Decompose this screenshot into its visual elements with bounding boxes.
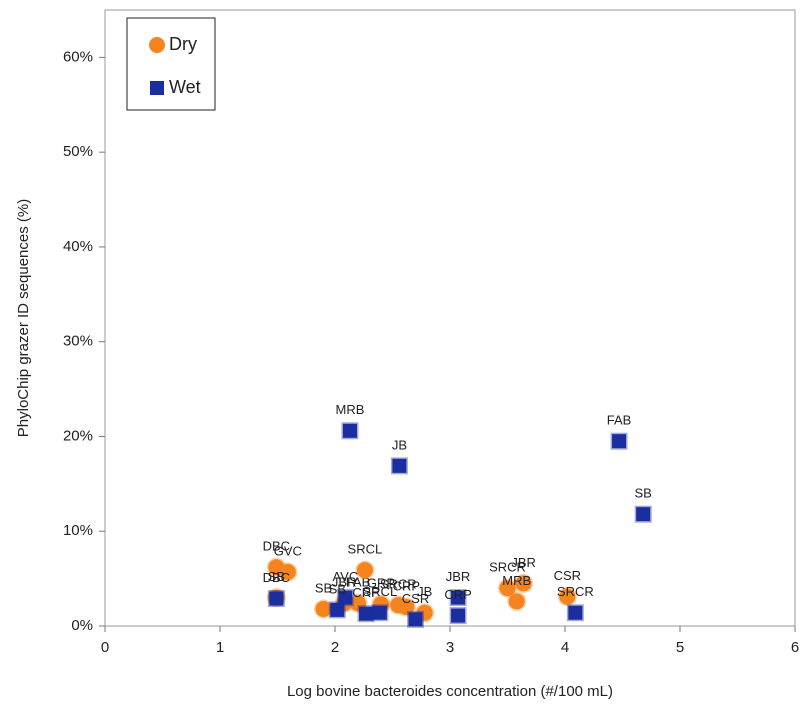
x-tick-label: 2 bbox=[331, 639, 339, 656]
y-tick-label: 20% bbox=[63, 427, 93, 444]
legend-label: Wet bbox=[169, 77, 201, 97]
point bbox=[566, 604, 584, 622]
point-label: GVC bbox=[274, 543, 302, 558]
point-label: JB bbox=[417, 584, 432, 599]
point bbox=[278, 562, 298, 582]
point-label: SB bbox=[635, 486, 652, 501]
x-tick-label: 6 bbox=[791, 639, 799, 656]
y-tick-label: 50% bbox=[63, 143, 93, 160]
x-axis-label: Log bovine bacteroides concentration (#/… bbox=[287, 683, 613, 700]
point-label: SRCL bbox=[348, 542, 383, 557]
point-label: SB bbox=[268, 569, 285, 584]
point-label: CSR bbox=[554, 568, 581, 583]
point bbox=[507, 591, 527, 611]
y-tick-label: 60% bbox=[63, 48, 93, 65]
x-tick-label: 4 bbox=[561, 639, 569, 656]
point bbox=[498, 578, 517, 598]
x-tick-label: 1 bbox=[216, 639, 224, 656]
point-label: DBC bbox=[263, 570, 290, 585]
point-label: FAB bbox=[346, 575, 371, 590]
point bbox=[449, 607, 467, 625]
point-label: CRP bbox=[444, 587, 471, 602]
legend-marker bbox=[149, 37, 165, 53]
point bbox=[407, 610, 424, 628]
point-label: SRCR bbox=[380, 577, 417, 592]
point-label: JB bbox=[392, 437, 407, 452]
y-tick-label: 40% bbox=[63, 238, 93, 255]
point-label: MRB bbox=[502, 573, 531, 588]
y-tick-label: 10% bbox=[63, 522, 93, 539]
point bbox=[557, 587, 577, 607]
x-tick-label: 3 bbox=[446, 639, 454, 656]
point-label: CRP bbox=[393, 578, 420, 593]
point bbox=[267, 590, 285, 608]
point-label: SB bbox=[329, 581, 346, 596]
x-tick-label: 5 bbox=[676, 639, 684, 656]
point-label: JBR bbox=[332, 575, 357, 590]
point-label: CRP bbox=[352, 585, 379, 600]
point-label: DBC bbox=[263, 539, 290, 554]
point-label: SRCR bbox=[557, 584, 594, 599]
legend-label: Dry bbox=[169, 34, 197, 54]
y-tick-label: 30% bbox=[63, 333, 93, 350]
point bbox=[328, 601, 346, 619]
point-label: CSR bbox=[402, 591, 429, 606]
y-tick-label: 0% bbox=[71, 617, 93, 634]
legend-box bbox=[126, 17, 216, 111]
point bbox=[357, 605, 375, 623]
point-label: SB bbox=[315, 580, 332, 595]
point-label: GRP bbox=[367, 576, 395, 591]
point-label: JBR bbox=[446, 569, 471, 584]
point bbox=[449, 589, 467, 607]
point bbox=[341, 422, 359, 440]
point-label: SRCL bbox=[363, 584, 398, 599]
point bbox=[390, 457, 408, 475]
point bbox=[514, 573, 534, 593]
x-tick-label: 0 bbox=[101, 639, 109, 656]
y-axis-label: PhyloChip grazer ID sequences (%) bbox=[15, 199, 32, 437]
point-label: FAB bbox=[607, 413, 632, 428]
point-label: JBR bbox=[511, 555, 536, 570]
point bbox=[371, 604, 389, 622]
point bbox=[610, 432, 628, 450]
point-label: SRCR bbox=[489, 560, 526, 575]
point bbox=[336, 589, 354, 607]
point bbox=[396, 597, 416, 617]
legend-marker bbox=[150, 81, 164, 95]
point-label: MRB bbox=[336, 402, 365, 417]
point-label: AVC bbox=[332, 569, 358, 584]
point bbox=[355, 560, 375, 580]
point bbox=[634, 505, 652, 523]
